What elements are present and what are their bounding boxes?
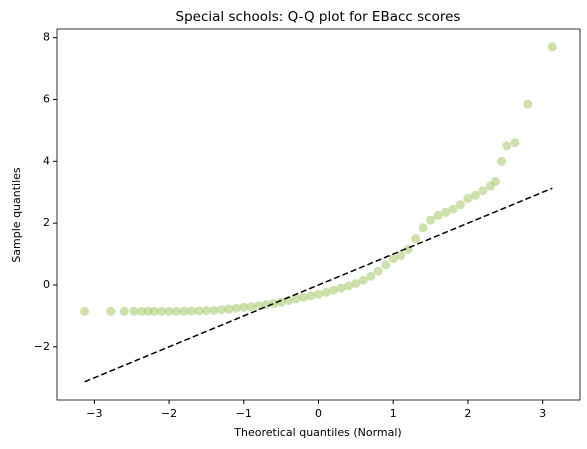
x-axis-label: Theoretical quantiles (Normal) (233, 426, 401, 439)
point (106, 306, 116, 316)
point (164, 306, 174, 316)
point (314, 289, 323, 299)
point (186, 306, 196, 316)
point (343, 281, 353, 291)
point (478, 186, 488, 196)
point (239, 302, 249, 312)
chart-title: Special schools: Q-Q plot for EBacc scor… (176, 9, 461, 25)
point (179, 306, 189, 316)
point (231, 303, 241, 313)
point (261, 299, 271, 309)
x-tick-label: 2 (464, 407, 471, 420)
point (201, 306, 211, 316)
y-tick-label: −2 (34, 340, 50, 353)
point (224, 304, 234, 314)
point (433, 210, 443, 220)
y-tick-label: 2 (43, 216, 50, 229)
y-tick-label: 8 (43, 31, 50, 44)
reference-line (84, 187, 553, 383)
x-tick-label: −1 (236, 407, 252, 420)
x-tick-label: 0 (315, 407, 322, 420)
point (448, 204, 458, 214)
point (470, 190, 480, 200)
point (426, 215, 436, 225)
point (306, 291, 316, 301)
point (523, 99, 533, 109)
point (254, 301, 264, 311)
x-tick-label: −3 (86, 407, 102, 420)
y-tick-label: 0 (43, 278, 50, 291)
point (194, 306, 204, 316)
point (358, 275, 368, 285)
plot-frame (56, 28, 581, 401)
y-tick-label: 4 (43, 154, 50, 167)
point (497, 156, 507, 166)
point (441, 207, 451, 217)
point (396, 251, 406, 261)
point (418, 223, 428, 233)
point (119, 306, 129, 316)
point (373, 266, 383, 276)
point (336, 283, 346, 293)
point (276, 297, 286, 307)
point (209, 305, 219, 315)
point (157, 306, 167, 316)
y-tick-label: 6 (43, 92, 50, 105)
point (388, 254, 398, 264)
point (366, 271, 376, 281)
point (172, 306, 182, 316)
point (411, 234, 421, 244)
point (321, 287, 331, 297)
point (463, 193, 473, 203)
x-tick-label: −2 (161, 407, 177, 420)
x-tick-label: 1 (390, 407, 397, 420)
point (80, 306, 90, 316)
x-tick-label: 3 (539, 407, 546, 420)
point (246, 302, 256, 312)
point (455, 200, 465, 210)
point (129, 306, 139, 316)
point (502, 141, 512, 151)
y-axis-label: Sample quantiles (10, 167, 23, 263)
point (149, 306, 159, 316)
point (381, 260, 391, 270)
point (136, 306, 146, 316)
point (491, 176, 501, 186)
point (299, 292, 309, 302)
point (351, 278, 361, 288)
point (216, 305, 226, 315)
point (547, 42, 557, 52)
point (269, 299, 279, 309)
point (291, 294, 301, 304)
point (328, 285, 338, 295)
point (510, 138, 520, 148)
